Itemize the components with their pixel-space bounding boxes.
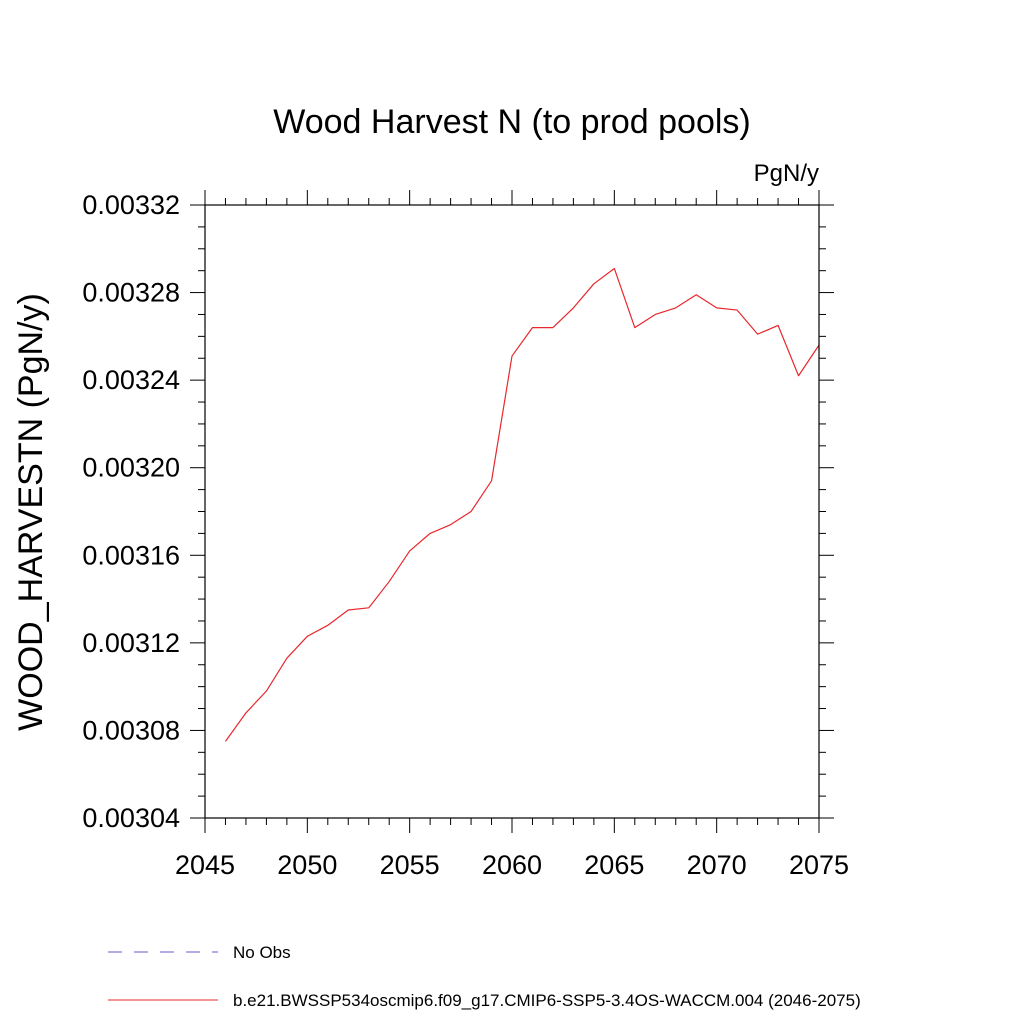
- y-tick-label: 0.00320: [82, 453, 180, 483]
- y-tick-label: 0.00324: [82, 365, 180, 395]
- series-layer: [224, 267, 820, 742]
- x-tick-label: 2075: [789, 850, 849, 880]
- plot-frame: [204, 204, 820, 819]
- y-tick-label: 0.00332: [82, 190, 180, 220]
- y-tick-label: 0.00316: [82, 540, 180, 570]
- x-tick-label: 2065: [584, 850, 644, 880]
- y-axis-label: WOOD_HARVESTN (PgN/y): [12, 293, 50, 731]
- y-tick-label: 0.00328: [82, 278, 180, 308]
- chart-title: Wood Harvest N (to prod pools): [273, 103, 750, 141]
- x-tick-label: 2070: [687, 850, 747, 880]
- x-tick-label: 2055: [380, 850, 440, 880]
- axis-ticks: [190, 190, 834, 833]
- y-tick-label: 0.00304: [82, 803, 180, 833]
- axis-tick-labels: 2045 2050 2055 2060 2065 2070 2075 0.00304 0.003…: [82, 190, 849, 880]
- x-tick-label: 2060: [482, 850, 542, 880]
- y-tick-label: 0.00308: [82, 715, 180, 745]
- y-tick-label: 0.00312: [82, 628, 180, 658]
- series-line-0: [224, 267, 820, 742]
- legend-label-no-obs: No Obs: [233, 943, 291, 962]
- x-tick-label: 2050: [277, 850, 337, 880]
- x-tick-label: 2045: [175, 850, 235, 880]
- legend-label-model: b.e21.BWSSP534oscmip6.f09_g17.CMIP6-SSP5…: [233, 991, 861, 1010]
- units-label: PgN/y: [754, 160, 819, 187]
- legend: No Obs b.e21.BWSSP534oscmip6.f09_g17.CMI…: [108, 943, 861, 1010]
